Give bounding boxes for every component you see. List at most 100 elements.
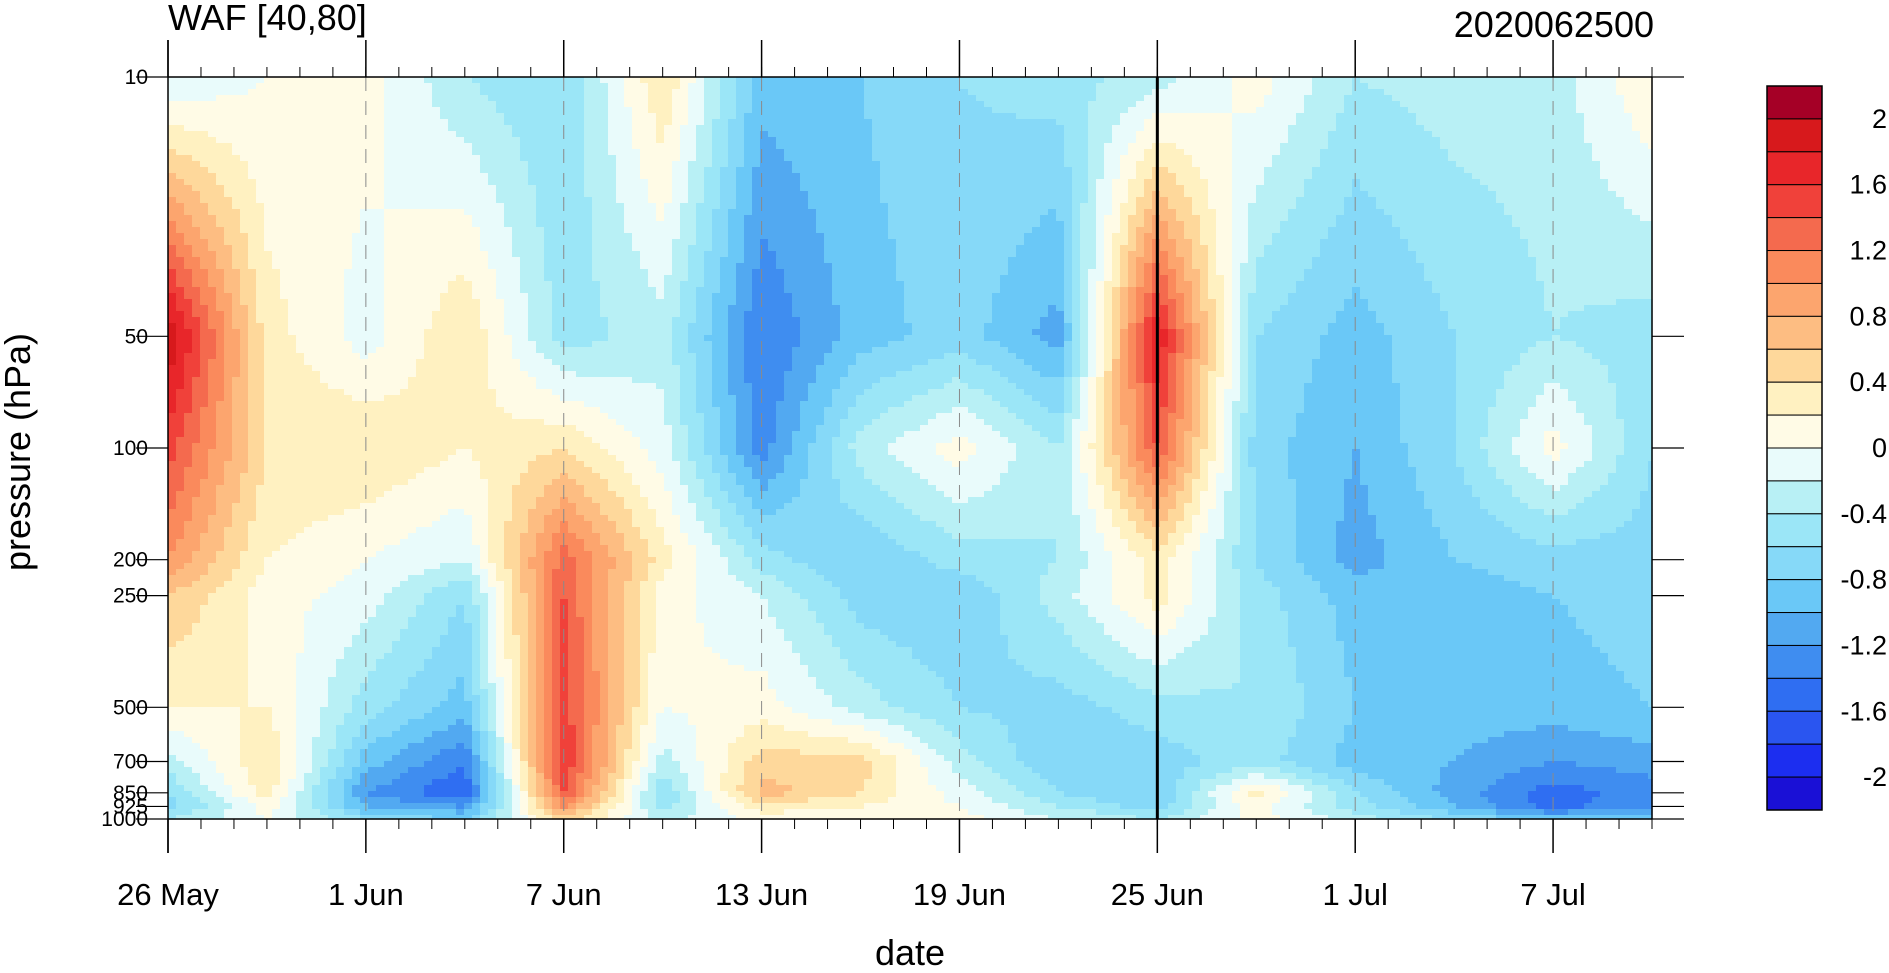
contour-cell: [1488, 161, 1497, 168]
contour-cell: [360, 83, 369, 90]
contour-cell: [1144, 95, 1153, 102]
contour-cell: [1560, 119, 1569, 126]
contour-cell: [1272, 167, 1281, 174]
contour-cell: [1440, 131, 1449, 138]
contour-cell: [1536, 131, 1545, 138]
contour-cell: [368, 101, 377, 108]
contour-cell: [304, 161, 313, 168]
contour-cell: [856, 125, 865, 132]
contour-cell: [1160, 107, 1169, 114]
contour-cell: [1032, 167, 1041, 174]
contour-cell: [856, 77, 865, 84]
contour-cell: [1536, 119, 1545, 126]
contour-cell: [592, 77, 601, 84]
contour-cell: [1544, 119, 1553, 126]
contour-cell: [1224, 119, 1233, 126]
contour-cell: [200, 107, 209, 114]
contour-cell: [1608, 77, 1617, 84]
contour-cell: [360, 167, 369, 174]
contour-cell: [1296, 161, 1305, 168]
contour-cell: [232, 149, 241, 156]
contour-cell: [1192, 137, 1201, 144]
contour-cell: [600, 101, 609, 108]
contour-cell: [328, 83, 337, 90]
contour-cell: [1440, 89, 1449, 96]
contour-cell: [744, 125, 753, 132]
contour-cell: [888, 101, 897, 108]
contour-cell: [496, 113, 505, 120]
contour-cell: [264, 131, 273, 138]
contour-cell: [1504, 125, 1513, 132]
contour-cell: [1192, 113, 1201, 120]
contour-cell: [1608, 107, 1617, 114]
contour-cell: [592, 155, 601, 162]
contour-cell: [1512, 143, 1521, 150]
contour-cell: [552, 125, 561, 132]
contour-cell: [776, 119, 785, 126]
contour-cell: [816, 131, 825, 138]
contour-cell: [1592, 143, 1601, 150]
contour-cell: [432, 155, 441, 162]
contour-cell: [736, 119, 745, 126]
contour-cell: [1208, 107, 1217, 114]
contour-cell: [1416, 143, 1425, 150]
contour-cell: [1576, 155, 1585, 162]
contour-cell: [1176, 119, 1185, 126]
contour-cell: [952, 143, 961, 150]
contour-cell: [1416, 101, 1425, 108]
contour-cell: [264, 143, 273, 150]
contour-cell: [1328, 77, 1337, 84]
contour-cell: [560, 155, 569, 162]
contour-cell: [1192, 131, 1201, 138]
contour-cell: [1432, 83, 1441, 90]
contour-cell: [1088, 143, 1097, 150]
contour-cell: [1192, 155, 1201, 162]
contour-cell: [744, 113, 753, 120]
contour-cell: [1608, 83, 1617, 90]
contour-cell: [552, 113, 561, 120]
contour-cell: [1040, 119, 1049, 126]
contour-cell: [784, 101, 793, 108]
contour-cell: [1352, 167, 1361, 174]
contour-cell: [656, 95, 665, 102]
contour-cell: [976, 131, 985, 138]
contour-cell: [1216, 143, 1225, 150]
contour-cell: [312, 149, 321, 156]
contour-cell: [320, 131, 329, 138]
contour-cell: [1096, 125, 1105, 132]
contour-cell: [456, 131, 465, 138]
contour-cell: [904, 119, 913, 126]
contour-cell: [544, 125, 553, 132]
contour-cell: [376, 167, 385, 174]
contour-cell: [1176, 107, 1185, 114]
contour-cell: [728, 119, 737, 126]
contour-cell: [240, 155, 249, 162]
contour-cell: [1584, 95, 1593, 102]
contour-cell: [840, 131, 849, 138]
contour-cell: [304, 101, 313, 108]
contour-cell: [1232, 89, 1241, 96]
contour-cell: [392, 149, 401, 156]
contour-cell: [568, 101, 577, 108]
contour-cell: [1480, 131, 1489, 138]
contour-cell: [296, 125, 305, 132]
contour-cell: [776, 77, 785, 84]
contour-cell: [1096, 119, 1105, 126]
contour-cell: [840, 119, 849, 126]
contour-cell: [1272, 161, 1281, 168]
contour-cell: [1320, 161, 1329, 168]
contour-cell: [1600, 131, 1609, 138]
contour-cell: [840, 89, 849, 96]
contour-cell: [736, 77, 745, 84]
contour-cell: [488, 107, 497, 114]
contour-cell: [1600, 107, 1609, 114]
contour-cell: [1624, 161, 1633, 168]
contour-cell: [912, 137, 921, 144]
contour-cell: [984, 83, 993, 90]
contour-cell: [368, 137, 377, 144]
contour-cell: [848, 113, 857, 120]
contour-cell: [592, 83, 601, 90]
contour-cell: [992, 149, 1001, 156]
contour-cell: [704, 131, 713, 138]
contour-cell: [1264, 167, 1273, 174]
